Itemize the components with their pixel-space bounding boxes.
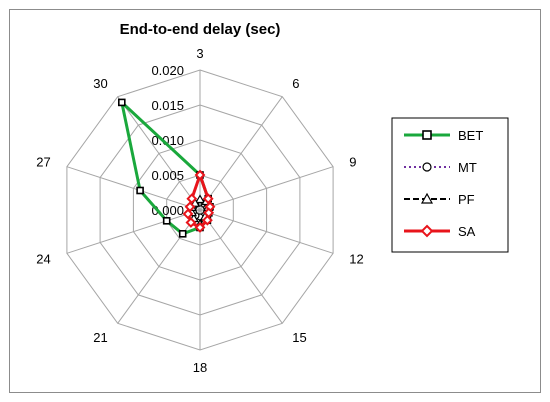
grid-spoke [199, 96, 283, 211]
grid-spoke [199, 166, 334, 211]
grid-spoke [117, 96, 201, 211]
category-label: 12 [349, 252, 363, 267]
category-label: 27 [36, 155, 50, 170]
data-point [118, 98, 126, 107]
category-labels: 3 6 9 12 15 18 21 24 27 30 [36, 46, 364, 375]
legend-label: SA [458, 224, 476, 239]
series-sa [182, 169, 216, 233]
legend-entry: MT [404, 160, 477, 175]
legend-entry: SA [404, 224, 476, 239]
grid-spoke [199, 209, 283, 324]
grid-spoke [66, 166, 201, 211]
category-label: 21 [93, 330, 107, 345]
legend-marker [420, 224, 434, 238]
data-point [184, 201, 196, 213]
tick-label: 0.005 [151, 168, 184, 183]
grid-spoke [199, 209, 334, 254]
legend-marker [422, 162, 432, 172]
series-group [118, 98, 216, 238]
data-point [186, 193, 198, 205]
legend-label: PF [458, 192, 475, 207]
data-point [178, 230, 187, 238]
category-label: 6 [292, 76, 299, 91]
category-label: 3 [196, 46, 203, 61]
legend-marker [422, 130, 432, 140]
category-label: 15 [292, 330, 306, 345]
data-point [136, 186, 144, 195]
legend-marker [420, 192, 434, 204]
legend-label: MT [458, 160, 477, 175]
legend: BET MT PF SA [391, 117, 509, 253]
legend-entry: BET [404, 128, 483, 143]
data-point [201, 214, 213, 226]
data-point [162, 217, 171, 225]
radar-grid [66, 69, 334, 351]
tick-label: 0.020 [151, 63, 184, 78]
legend-label: BET [458, 128, 483, 143]
category-label: 30 [93, 76, 107, 91]
data-point [194, 222, 206, 233]
data-point [194, 169, 206, 181]
grid-spoke [66, 209, 201, 254]
category-label: 24 [36, 252, 50, 267]
category-label: 18 [193, 360, 207, 375]
tick-label: 0.015 [151, 98, 184, 113]
data-point [185, 217, 197, 228]
category-label: 9 [349, 155, 356, 170]
data-point [202, 193, 214, 205]
data-point [194, 194, 206, 204]
grid-spoke [117, 209, 201, 324]
chart-title: End-to-end delay (sec) [120, 21, 281, 38]
legend-entry: PF [404, 192, 475, 207]
